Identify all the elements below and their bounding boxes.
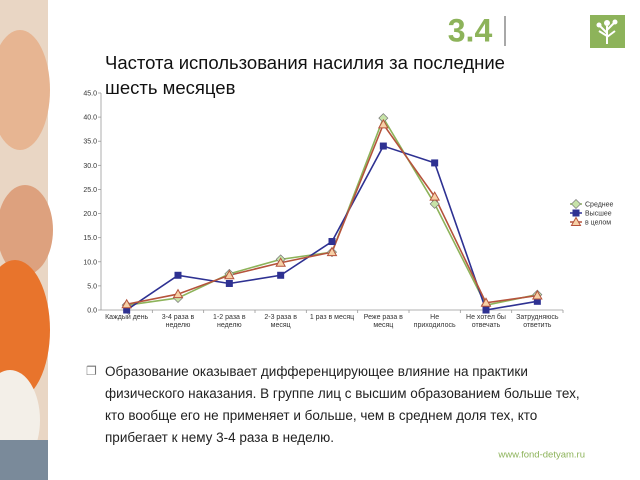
x-tick-label: Каждый день: [105, 314, 149, 321]
photo: [0, 0, 53, 480]
point: [429, 191, 441, 201]
point: [225, 279, 233, 287]
y-tick-label: 45.0: [83, 91, 97, 98]
y-tick-label: 35.0: [83, 139, 97, 146]
y-tick-label: 20.0: [83, 211, 97, 218]
logo: [590, 15, 625, 48]
x-tick-label: Не приходилось: [413, 314, 456, 329]
point: [531, 290, 543, 300]
legend-marker: [570, 216, 582, 226]
point: [429, 198, 440, 209]
x-tick-label: 1 раз в месяц: [309, 314, 355, 321]
x-tick-label: 3-4 раза в неделю: [161, 314, 195, 329]
y-tick-label: 5.0: [87, 283, 97, 290]
point: [326, 246, 338, 257]
point: [379, 142, 387, 150]
point: [121, 298, 133, 309]
y-tick-label: 0.0: [87, 308, 97, 315]
section-number: 3.4: [448, 12, 493, 48]
legend-marker: [572, 209, 580, 217]
x-tick-label: Затрудняюсь ответить: [516, 314, 559, 329]
point: [431, 159, 439, 167]
point: [172, 288, 184, 299]
legend-label: Высшее: [585, 211, 612, 218]
y-tick-label: 15.0: [83, 235, 97, 242]
x-tick-label: Реже раза в месяц: [363, 314, 403, 329]
x-tick-label: Не хотел бы отвечать: [466, 314, 506, 329]
point: [277, 271, 285, 279]
y-tick-label: 30.0: [83, 163, 97, 170]
x-tick-label: 2-3 раза в месяц: [264, 314, 297, 329]
point: [275, 257, 287, 267]
x-tick-label: 1-2 раза в неделю: [213, 314, 246, 329]
footer-url: www.fond-detyam.ru: [497, 450, 585, 461]
y-tick-label: 25.0: [83, 187, 97, 194]
y-tick-label: 10.0: [83, 259, 97, 266]
point: [480, 297, 492, 307]
y-tick-label: 40.0: [83, 115, 97, 122]
point: [482, 306, 490, 314]
legend-label: в целом: [585, 220, 611, 227]
point: [328, 238, 336, 246]
bullet: ❐: [86, 364, 97, 378]
point: [377, 118, 389, 129]
point: [123, 306, 131, 314]
point: [174, 271, 182, 279]
legend-label: Среднее: [585, 202, 614, 209]
point: [533, 297, 541, 305]
chart-title: Частота использования насилия за последн…: [105, 52, 505, 98]
paragraph: Образование оказывает дифференцирующее в…: [105, 364, 580, 445]
point: [223, 269, 235, 280]
legend-marker: [571, 199, 581, 209]
